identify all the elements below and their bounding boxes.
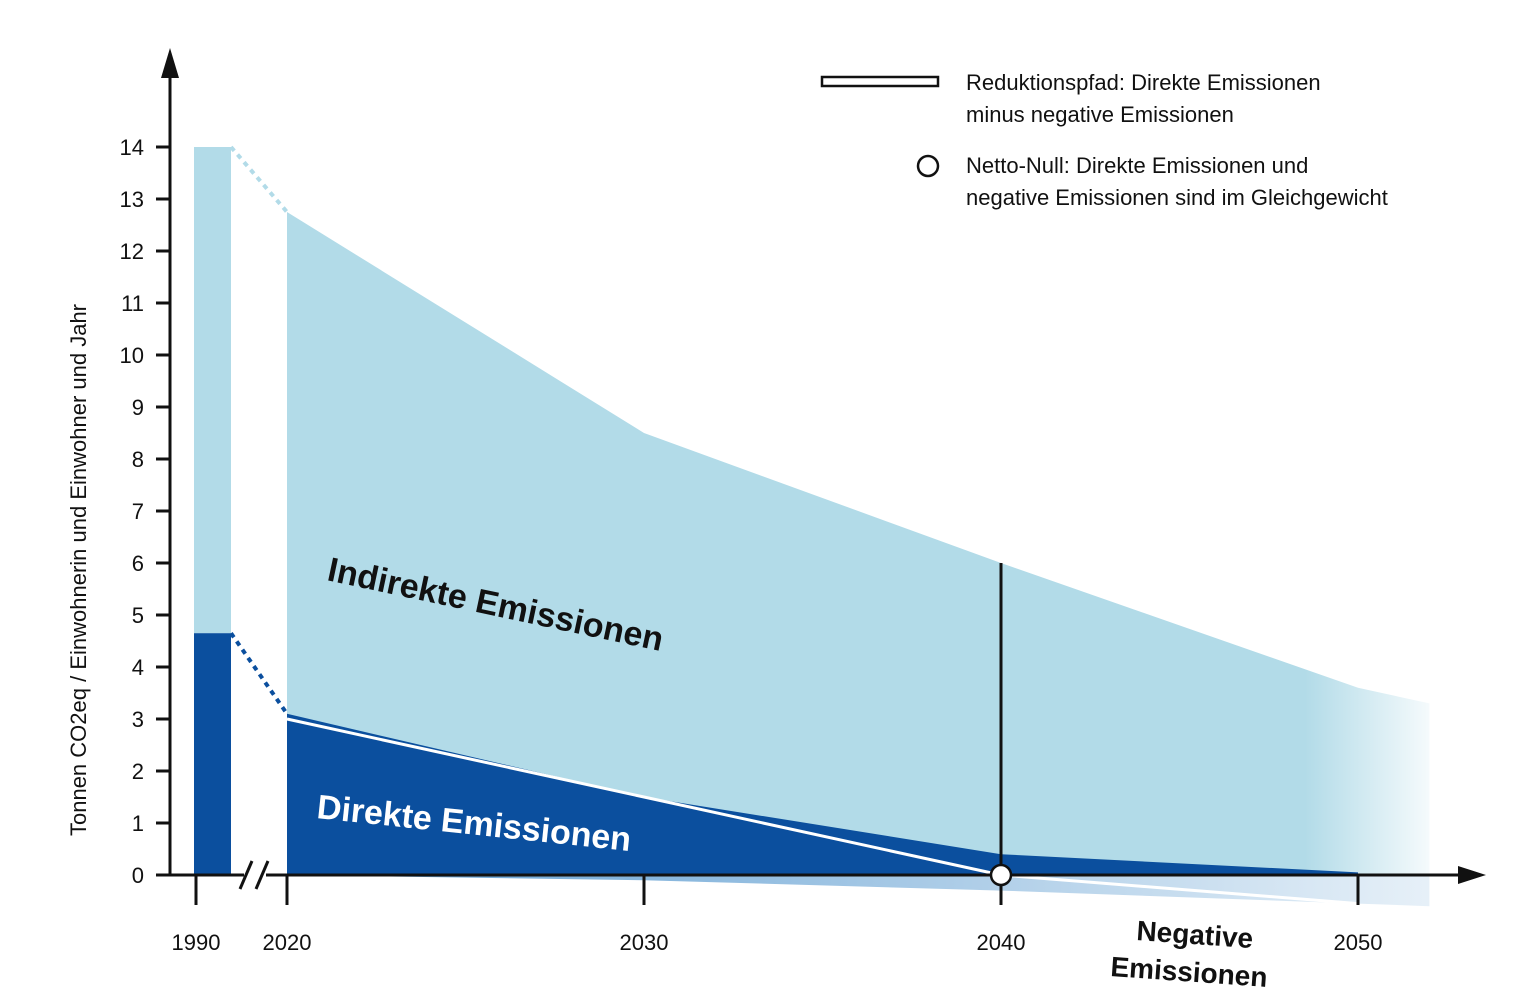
axis-break-mark: [238, 860, 254, 890]
bar-1990-indirect: [194, 147, 231, 634]
negative-emissions-label-line2: Emissionen: [1110, 951, 1269, 993]
y-tick-label: 11: [121, 291, 144, 316]
legend-circle-marker: [916, 154, 940, 178]
legend: Reduktionspfad: Direkte Emissionen minus…: [820, 70, 1388, 210]
y-tick-label: 10: [120, 343, 144, 368]
y-tick-label: 2: [132, 759, 144, 784]
y-axis-arrow: [161, 48, 179, 78]
legend-line-text-2: minus negative Emissionen: [966, 102, 1234, 127]
y-tick-label: 9: [132, 395, 144, 420]
y-tick-label: 4: [132, 655, 144, 680]
net-zero-marker: [989, 863, 1013, 887]
y-tick-label: 1: [132, 811, 144, 836]
x-axis-arrow: [1458, 866, 1486, 884]
connector-indirect: [229, 145, 289, 214]
y-tick-label: 13: [120, 187, 144, 212]
negative-emissions-label-line1: Negative: [1136, 915, 1255, 954]
area-negative-emissions: [287, 875, 1430, 907]
legend-circle-text-1: Netto-Null: Direkte Emissionen und: [966, 153, 1308, 178]
y-tick-label: 3: [132, 707, 144, 732]
connector-direct: [229, 632, 289, 715]
x-tick-label: 2020: [263, 930, 312, 955]
axis-break-mark: [254, 860, 270, 890]
y-tick-label: 14: [120, 135, 144, 160]
legend-line-swatch: [820, 75, 940, 88]
area-indirect-emissions: [287, 212, 1430, 875]
y-tick-label: 12: [120, 239, 144, 264]
x-tick-label: 1990: [172, 930, 221, 955]
y-tick-label: 6: [132, 551, 144, 576]
x-tick-label: 2040: [977, 930, 1026, 955]
legend-line-text-1: Reduktionspfad: Direkte Emissionen: [966, 70, 1321, 95]
y-tick-label: 8: [132, 447, 144, 472]
y-tick-label: 7: [132, 499, 144, 524]
x-tick-label: 2030: [620, 930, 669, 955]
area-direct-emissions: [287, 713, 1358, 875]
legend-circle-text-2: negative Emissionen sind im Gleichgewich…: [966, 185, 1388, 210]
x-tick-label: 2050: [1334, 930, 1383, 955]
y-axis-title: Tonnen CO2eq / Einwohnerin und Einwohner…: [66, 304, 91, 836]
y-tick-label: 5: [132, 603, 144, 628]
bar-1990-direct: [194, 633, 231, 875]
reduction-path-line: [286, 717, 1359, 906]
y-tick-label: 0: [132, 863, 144, 888]
